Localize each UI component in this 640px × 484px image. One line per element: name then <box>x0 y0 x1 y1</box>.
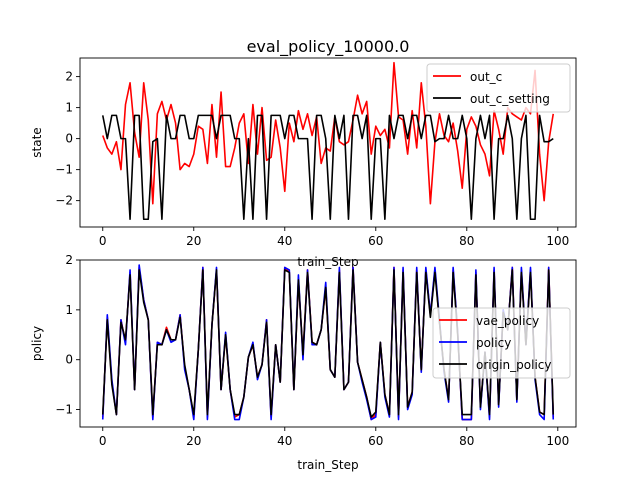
series-line-out-c <box>101 61 555 205</box>
y-axis-label: policy <box>30 326 44 361</box>
x-tick-label: 80 <box>459 234 474 248</box>
x-tick-label: 100 <box>546 234 569 248</box>
x-tick-label: 0 <box>99 434 107 448</box>
legend-box <box>432 307 571 379</box>
x-tick-label: 20 <box>186 434 201 448</box>
x-tick-label: 20 <box>186 234 201 248</box>
y-tick-label: 0 <box>65 132 73 146</box>
y-tick-label: −1 <box>55 163 73 177</box>
legend-label-vae-policy: vae_policy <box>476 314 539 328</box>
axes-frame <box>79 259 577 428</box>
legend: out_c out_c_setting <box>426 63 571 113</box>
y-tick-label: −2 <box>55 194 73 208</box>
y-tick-label: 0 <box>65 353 73 367</box>
policy-plot: 0 20 40 60 80 100−1012train_Steppolicyvae_pol… <box>30 253 577 472</box>
x-tick-label: 40 <box>277 434 292 448</box>
x-tick-label: 0 <box>99 234 107 248</box>
x-tick-label: 60 <box>368 434 383 448</box>
legend-label-origin-policy: origin_policy <box>476 358 552 372</box>
state-plot: 0 20 40 60 80 100−2−1012train_Stepstateout_co… <box>30 57 577 269</box>
y-tick-label: 1 <box>65 101 73 115</box>
x-tick-label: 40 <box>277 234 292 248</box>
y-tick-label: −1 <box>55 403 73 417</box>
y-axis-label: state <box>30 127 44 157</box>
x-axis-label: train_Step <box>297 255 358 269</box>
series-line-out-c-setting <box>101 114 554 221</box>
y-tick-label: 2 <box>65 70 73 84</box>
axes-frame <box>79 57 577 228</box>
x-tick-label: 100 <box>546 434 569 448</box>
legend-label-policy: policy <box>476 336 511 350</box>
x-tick-label: 80 <box>459 434 474 448</box>
legend-label-out-c: out_c <box>470 70 502 84</box>
legend-box <box>426 63 571 113</box>
x-axis-label: train_Step <box>297 458 358 472</box>
legend-label-out-c-setting: out_c_setting <box>470 92 550 106</box>
y-tick-label: 1 <box>65 303 73 317</box>
y-tick-label: 2 <box>65 253 73 267</box>
x-tick-label: 60 <box>368 234 383 248</box>
chart-title: eval_policy_10000.0 <box>247 37 410 57</box>
